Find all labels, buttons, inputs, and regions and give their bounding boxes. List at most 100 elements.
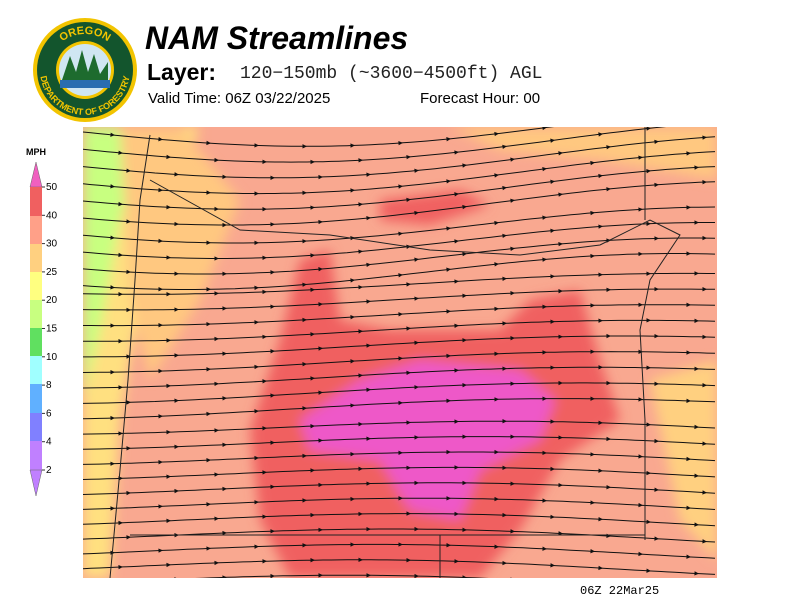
arrowhead [206,367,211,372]
arrowhead [254,409,259,414]
layer-value: 120−150mb (~3600−4500ft) AGL [240,64,542,84]
arrowhead [542,450,547,456]
arrowhead [502,560,507,566]
arrowhead [646,127,651,131]
streamline [83,466,716,480]
arrowhead [502,185,507,191]
legend-tick-label: 25 [46,267,58,278]
arrowhead [702,334,707,340]
arrowhead [158,548,163,553]
arrowhead [254,320,259,325]
footer-stamp: 06Z 22Mar25 [580,584,659,598]
arrowhead [542,350,547,355]
arrowhead [510,434,515,439]
arrowhead [158,187,163,193]
arrowhead [318,219,323,225]
arrowhead [310,287,315,293]
arrowhead [310,558,315,563]
arrowhead [158,238,163,244]
arrowhead [254,240,259,246]
legend-tick-label: 20 [46,295,58,306]
arrowhead [406,326,411,331]
arrowhead [446,543,451,548]
arrowhead [510,198,515,203]
arrowhead [598,420,603,425]
arrowhead [318,390,323,395]
arrowhead [558,151,563,156]
arrowhead [686,554,691,559]
arrowhead [558,241,563,247]
arrowhead [222,442,227,447]
arrowhead [310,423,315,429]
arrowhead [694,473,699,478]
arrowhead [206,411,211,417]
arrowhead [110,461,115,466]
arrowhead [454,239,459,244]
arrowhead [118,150,123,155]
arrowhead [694,571,699,576]
arrowhead [358,249,363,254]
arrowhead [398,231,403,236]
arrowhead [502,366,507,371]
arrowhead [110,370,115,375]
arrowhead [502,321,507,326]
arrowhead [702,135,707,140]
arrowhead [702,588,707,592]
arrowhead [126,168,131,173]
logo-top-path: OREGON [57,25,112,44]
arrowhead [406,557,411,563]
logo-top-text: OREGON [57,25,112,44]
arrowhead [158,323,163,328]
arrowhead [606,333,611,339]
arrowhead [494,173,499,178]
legend-tick-label: 50 [46,182,58,193]
arrowhead [214,560,219,566]
arrowhead [206,240,211,245]
arrowhead [654,286,659,292]
arrowhead [350,496,355,502]
arrowhead [166,154,171,160]
legend-tick-label: 10 [46,352,58,363]
arrowhead [598,468,603,473]
arrowhead [214,428,219,433]
arrowhead [350,403,355,408]
arrowhead [502,276,507,281]
arrowhead [270,573,275,578]
arrowhead [638,397,643,402]
arrowhead [454,465,459,470]
arrowhead [254,285,259,290]
arrowhead [262,379,267,384]
arrowhead [446,449,451,455]
arrowhead [406,154,411,160]
arrowhead [214,157,219,163]
arrowhead [174,307,179,312]
arrowhead [398,273,403,278]
arrowhead [414,435,419,440]
arrowhead [302,453,307,459]
arrowhead [318,302,323,307]
arrowhead [510,291,515,296]
arrowhead [414,340,419,345]
arrowhead [646,470,651,476]
arrowhead [126,219,131,224]
arrowhead [358,329,363,334]
streamline [83,222,715,259]
arrowhead [214,206,219,212]
arrowhead [414,573,419,578]
arrowhead [262,426,267,431]
arrowhead [558,380,563,386]
arrowhead [558,580,563,584]
arrowhead [358,285,363,290]
arrowhead [270,529,275,534]
arrowhead [254,143,259,148]
arrowhead [606,187,611,192]
arrowhead [702,180,707,185]
arrowhead [550,419,555,424]
arrowhead [350,143,355,148]
arrowhead [542,257,547,262]
arrowhead [270,393,275,398]
arrowhead [638,302,643,307]
arrowhead [222,575,227,578]
arrowhead [318,346,323,351]
arrowhead [454,323,459,328]
